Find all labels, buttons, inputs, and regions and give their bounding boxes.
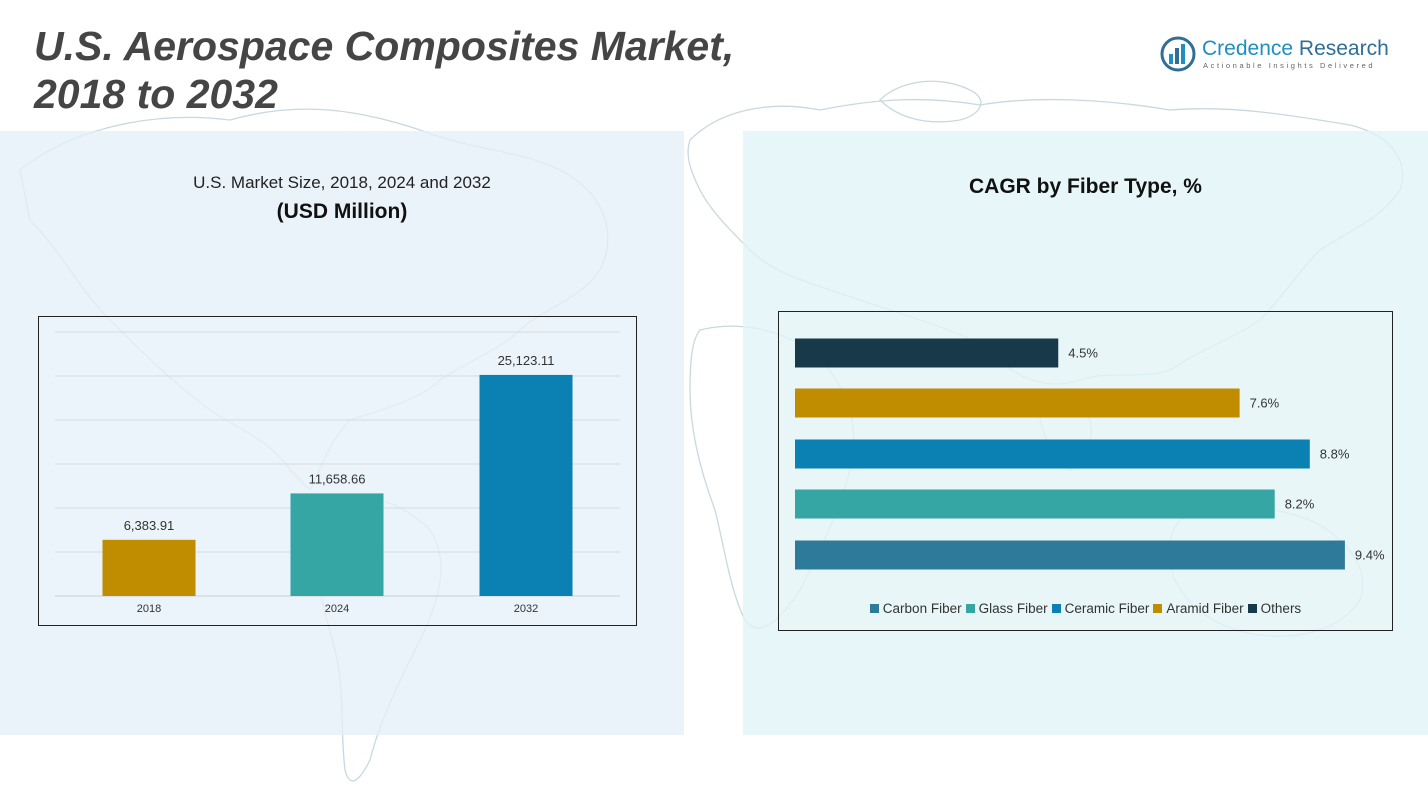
legend-item-others: Others [1247,601,1302,616]
legend-label-aramid-fiber: Aramid Fiber [1166,601,1244,616]
bar-chart-logo-icon [1160,36,1196,72]
brand-tagline: Actionable Insights Delivered [1203,61,1376,70]
bar-2024 [290,493,384,596]
legend-label-ceramic-fiber: Ceramic Fiber [1064,601,1150,616]
legend-item-ceramic-fiber: Ceramic Fiber [1051,601,1150,616]
market-size-chart-unit: (USD Million) [276,200,408,223]
right-panel [743,131,1428,735]
legend-label-glass-fiber: Glass Fiber [978,601,1048,616]
page-title-line-2: 2018 to 2032 [34,71,278,117]
bar-2032 [479,374,573,596]
legend-item-carbon-fiber: Carbon Fiber [869,601,962,616]
brand-name-part-1: Credence [1202,37,1294,60]
data-label-ceramic-fiber: 8.8% [1320,447,1350,462]
legend-item-glass-fiber: Glass Fiber [965,601,1048,616]
market-size-chart-title: U.S. Market Size, 2018, 2024 and 2032 [193,173,491,192]
data-label-2032: 25,123.11 [498,353,555,368]
x-tick-label-2024: 2024 [325,603,349,615]
data-label-others: 4.5% [1068,346,1098,361]
page-title: U.S. Aerospace Composites Market, 2018 t… [34,22,794,118]
page-title-line-1: U.S. Aerospace Composites Market, [34,23,735,69]
cagr-horizontal-bar-chart: 9.4% 8.2% 8.8% 7.6% 4.5% [795,338,1385,570]
bar-others [795,338,1059,368]
bar-aramid-fiber [795,388,1240,418]
brand-logo[interactable]: Credence Research Actionable Insights De… [1160,36,1400,76]
market-size-bar-chart: 6,383.91 2018 11,658.66 2024 25,123.11 2032 [55,331,620,615]
data-label-aramid-fiber: 7.6% [1250,396,1280,411]
bar-glass-fiber [795,489,1275,519]
brand-name: Credence Research [1202,37,1389,61]
data-label-glass-fiber: 8.2% [1285,497,1315,512]
legend-swatch-glass-fiber [965,604,975,613]
bar-carbon-fiber [795,540,1345,570]
legend-item-aramid-fiber: Aramid Fiber [1153,601,1244,616]
brand-name-part-2: Research [1293,37,1389,60]
bar-ceramic-fiber [795,439,1310,469]
legend-swatch-others [1247,604,1257,613]
legend-label-others: Others [1260,601,1302,616]
data-label-2024: 11,658.66 [309,471,366,486]
cagr-chart-legend: Carbon Fiber Glass Fiber Ceramic Fiber Aram… [778,601,1393,616]
legend-swatch-carbon-fiber [869,604,879,613]
legend-label-carbon-fiber: Carbon Fiber [882,601,962,616]
data-label-2018: 6,383.91 [124,518,175,533]
cagr-chart-title: CAGR by Fiber Type, % [969,175,1202,198]
data-label-carbon-fiber: 9.4% [1355,548,1385,563]
legend-swatch-aramid-fiber [1153,604,1163,613]
x-tick-label-2018: 2018 [137,603,161,615]
bar-2018 [102,539,196,596]
x-tick-label-2032: 2032 [514,603,538,615]
legend-swatch-ceramic-fiber [1051,604,1061,613]
